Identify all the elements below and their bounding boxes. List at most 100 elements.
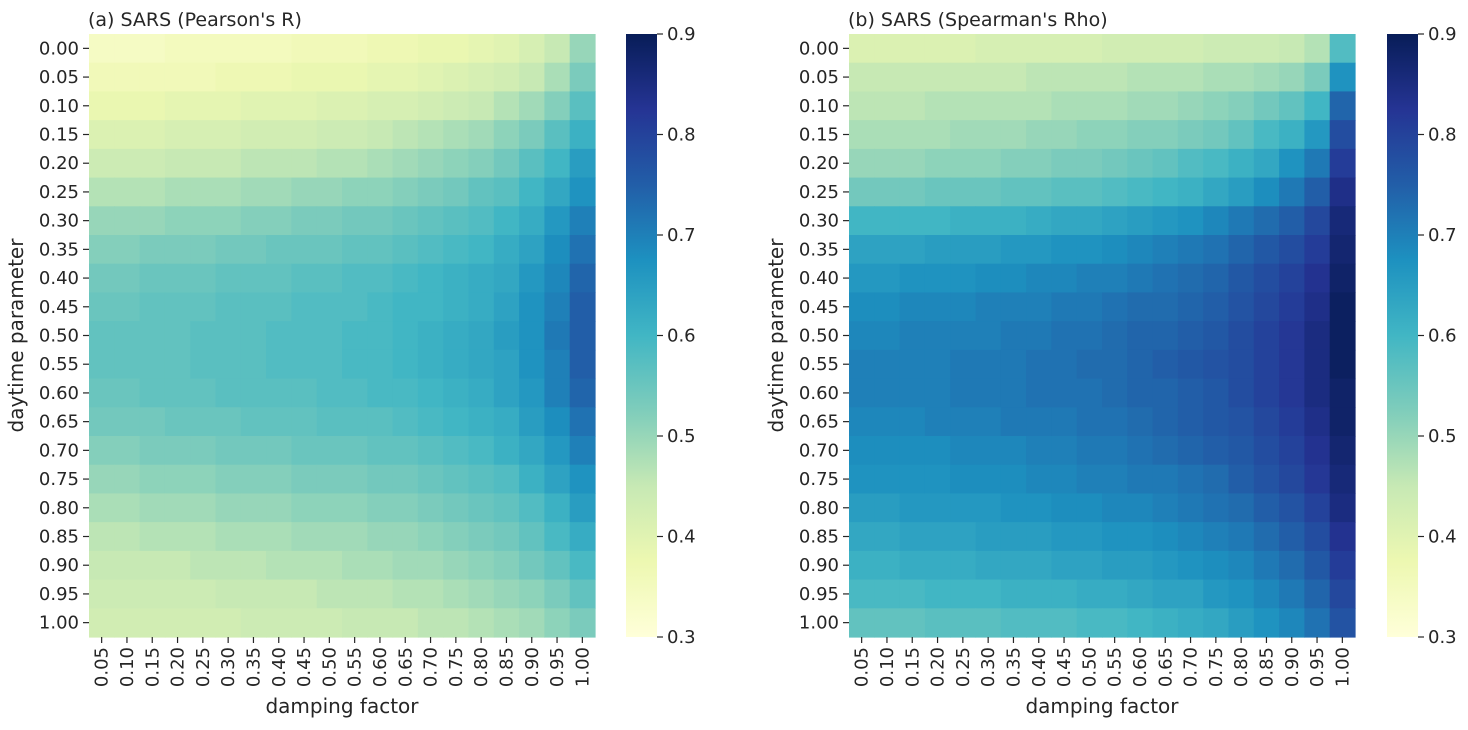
heatmap-cell (950, 407, 977, 437)
heatmap-cell (443, 91, 470, 121)
heatmap-cell (544, 91, 571, 121)
heatmap-cell (1152, 177, 1179, 207)
heatmap-cell (1076, 378, 1103, 408)
heatmap-cell (1329, 263, 1356, 294)
heatmap-cell (975, 378, 1002, 408)
heatmap-cell (519, 206, 545, 236)
y-tick-label: 0.80 (799, 498, 839, 519)
heatmap-cell (392, 91, 419, 121)
heatmap-cell (89, 436, 115, 466)
heatmap-cell (1026, 263, 1052, 294)
heatmap-cell (1304, 550, 1331, 581)
heatmap-cell (544, 464, 571, 495)
heatmap-cell (950, 579, 977, 609)
heatmap-cell (1329, 608, 1356, 638)
heatmap-cell (316, 34, 343, 64)
heatmap-cell (1000, 263, 1027, 294)
heatmap-cell (417, 206, 444, 236)
heatmap-cell (1228, 321, 1255, 351)
heatmap-cell (417, 235, 444, 265)
heatmap-cell (1279, 407, 1305, 437)
heatmap-cell (950, 120, 977, 150)
heatmap-cell (89, 91, 115, 121)
heatmap-cell (544, 62, 571, 93)
heatmap-cell (849, 263, 875, 294)
heatmap-cell (849, 378, 875, 408)
heatmap-cell (924, 550, 951, 581)
heatmap-cell (240, 579, 267, 609)
heatmap-cell (443, 349, 470, 380)
heatmap-cell (1102, 349, 1128, 380)
heatmap-cell (493, 436, 520, 466)
heatmap-cell (1329, 349, 1356, 380)
heatmap-cell (1076, 177, 1103, 207)
heatmap-cell (924, 522, 951, 552)
heatmap-cell (1228, 349, 1255, 380)
heatmap-cell (569, 235, 596, 265)
heatmap-cell (89, 34, 115, 64)
heatmap-cell (1279, 34, 1305, 64)
heatmap-cell (367, 148, 394, 179)
heatmap-cell (874, 321, 901, 351)
heatmap-cell (266, 493, 292, 523)
heatmap-cell (493, 120, 520, 150)
heatmap-cell (1000, 292, 1027, 322)
heatmap-cell (215, 120, 242, 150)
x-tick-label: 0.15 (902, 647, 923, 687)
heatmap-cell (849, 235, 875, 265)
heatmap-cell (468, 321, 495, 351)
x-tick-label: 0.95 (1307, 647, 1328, 687)
heatmap-cell (1000, 120, 1027, 150)
heatmap-cell (114, 407, 141, 437)
heatmap-cell (1102, 464, 1128, 495)
heatmap-cell (316, 436, 343, 466)
heatmap-cell (1051, 436, 1078, 466)
heatmap-cell (899, 608, 926, 638)
heatmap-cell (975, 464, 1002, 495)
heatmap-cell (1228, 120, 1255, 150)
heatmap-cell (89, 120, 115, 150)
heatmap-cell (1203, 349, 1230, 380)
heatmap-cell (392, 550, 419, 581)
heatmap-cell (899, 579, 926, 609)
heatmap-cell (1228, 292, 1255, 322)
x-tick-label: 0.55 (1105, 647, 1126, 687)
heatmap-cell (924, 206, 951, 236)
heatmap-cell (519, 91, 545, 121)
y-tick-label: 0.30 (39, 211, 79, 232)
heatmap-cell (569, 206, 596, 236)
heatmap-cell (417, 493, 444, 523)
y-tick-label: 0.45 (799, 297, 839, 318)
heatmap-cell (1279, 292, 1305, 322)
y-tick-label: 0.20 (799, 153, 839, 174)
heatmap-cell (950, 235, 977, 265)
heatmap-cell (190, 608, 217, 638)
heatmap-cell (240, 321, 267, 351)
heatmap-cell (1304, 148, 1331, 179)
heatmap-cell (1102, 321, 1128, 351)
heatmap-cell (417, 550, 444, 581)
heatmap-cell (544, 349, 571, 380)
heatmap-cell (1026, 91, 1052, 121)
heatmap-cell (1177, 464, 1204, 495)
colorbar (626, 34, 657, 637)
heatmap-cell (1102, 608, 1128, 638)
heatmap-cell (443, 407, 470, 437)
heatmap-cell (493, 550, 520, 581)
heatmap-cell (1203, 493, 1230, 523)
heatmap-cell (215, 349, 242, 380)
x-tick-label: 0.85 (1256, 647, 1277, 687)
heatmap-cell (417, 62, 444, 93)
y-tick-label: 0.95 (799, 584, 839, 605)
heatmap-cell (190, 464, 217, 495)
heatmap-cell (114, 608, 141, 638)
heatmap-cell (1076, 34, 1103, 64)
heatmap-cell (1177, 608, 1204, 638)
heatmap-cell (1051, 206, 1078, 236)
heatmap-cell (392, 436, 419, 466)
heatmap-cell (975, 235, 1002, 265)
heatmap-cell (1253, 177, 1280, 207)
heatmap-cell (1076, 464, 1103, 495)
heatmap-cell (493, 579, 520, 609)
heatmap-cell (924, 493, 951, 523)
